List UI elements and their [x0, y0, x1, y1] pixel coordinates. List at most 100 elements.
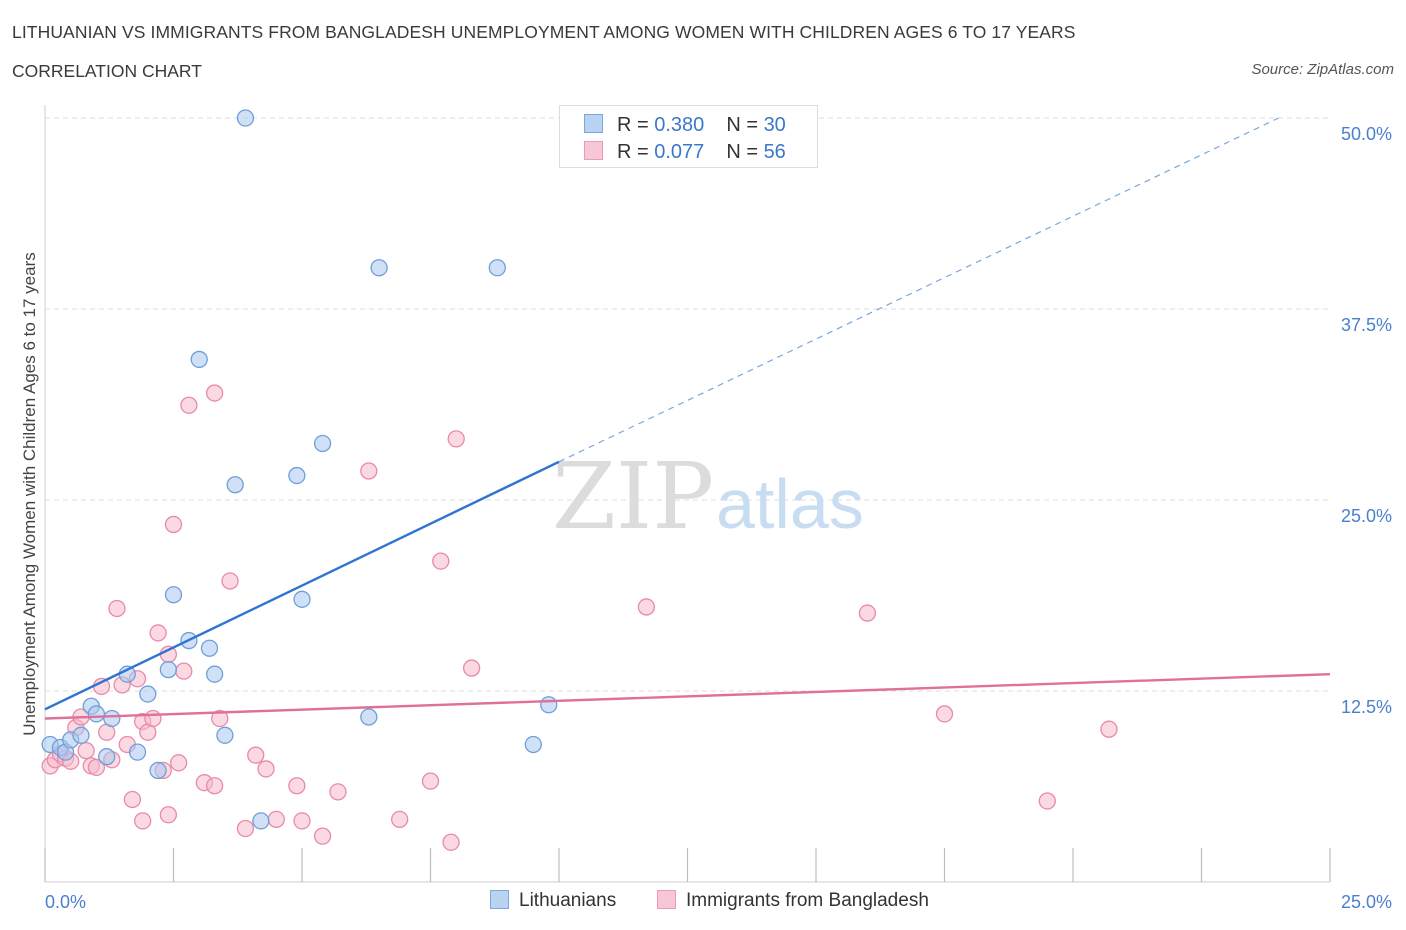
lithuanians-trend-line — [44, 460, 560, 711]
lithuanians-point — [252, 812, 270, 830]
bangladesh-point — [149, 624, 167, 642]
bangladesh-point — [858, 604, 877, 622]
watermark-zip: ZIP — [552, 443, 714, 550]
legend-label-lithuanians: Lithuanians — [519, 890, 617, 911]
bangladesh-point — [205, 384, 224, 402]
n-value: 30 — [763, 114, 786, 136]
x-tick-label: 0.0% — [45, 892, 86, 912]
lithuanians-trend-extension — [558, 117, 1279, 463]
lithuanians-point — [98, 748, 116, 766]
r-label: R = — [617, 141, 655, 163]
grid-lines — [45, 117, 1330, 692]
lithuanians-swatch — [584, 114, 603, 133]
n-value: 56 — [763, 141, 786, 163]
x-tick-label: 25.0% — [1341, 892, 1392, 912]
bangladesh-point — [288, 777, 306, 795]
bangladesh-point — [267, 810, 285, 829]
stats-row-bangladesh: R = 0.077 N = 56 — [584, 141, 786, 164]
lithuanians-point — [288, 466, 306, 485]
n-label: N = — [726, 114, 764, 136]
watermark-atlas: atlas — [716, 465, 864, 543]
lithuanians-point — [200, 639, 219, 657]
lithuanians-point — [87, 705, 106, 723]
bangladesh-point — [360, 462, 378, 480]
y-tick-label: 25.0% — [1341, 506, 1392, 526]
bangladesh-point — [421, 772, 440, 790]
tick-labels: 12.5% 25.0% 37.5% 50.0% 0.0% 25.0% — [45, 124, 1392, 912]
y-tick-label: 50.0% — [1341, 124, 1392, 144]
bangladesh-point — [236, 819, 255, 838]
y-tick-label: 12.5% — [1341, 697, 1392, 717]
bangladesh-point — [159, 806, 178, 824]
lithuanians-point — [190, 350, 208, 369]
bangladesh-point — [164, 515, 183, 534]
bangladesh-swatch — [584, 141, 603, 160]
chart-title: LITHUANIAN VS IMMIGRANTS FROM BANGLADESH… — [12, 22, 1076, 42]
bangladesh-point — [329, 783, 347, 801]
lithuanians-point — [164, 586, 183, 604]
lithuanians-point — [524, 735, 542, 754]
bangladesh-point — [175, 662, 193, 680]
bangladesh-trend-line — [44, 672, 1331, 720]
lithuanians-point — [149, 761, 167, 780]
lithuanians-point — [226, 476, 244, 494]
lithuanians-point — [540, 696, 558, 714]
y-tick-label: 37.5% — [1341, 315, 1392, 335]
trend-lines — [44, 117, 1331, 720]
bangladesh-point — [221, 572, 239, 590]
bangladesh-point — [462, 659, 481, 677]
lithuanians-point — [370, 259, 388, 277]
legend-label-bangladesh: Immigrants from Bangladesh — [686, 890, 929, 911]
lithuanians-point — [360, 708, 378, 726]
chart-subtitle: CORRELATION CHART — [12, 61, 202, 81]
bangladesh-point — [391, 810, 409, 829]
data-points — [41, 109, 1118, 851]
lithuanians-point — [216, 726, 234, 744]
stats-legend: R = 0.380 N = 30 R = 0.077 N = 56 — [559, 105, 818, 168]
lithuanians-point — [236, 109, 255, 127]
bangladesh-point — [257, 760, 275, 778]
n-label: N = — [726, 141, 764, 163]
legend-item-bangladesh[interactable]: Immigrants from Bangladesh — [657, 890, 929, 912]
bangladesh-point — [169, 754, 188, 772]
bangladesh-point — [1038, 792, 1056, 810]
r-label: R = — [617, 114, 655, 136]
source-credit: Source: ZipAtlas.com — [1251, 61, 1394, 78]
lithuanians-point — [293, 590, 311, 608]
legend-swatch-lithuanians — [490, 890, 509, 909]
bangladesh-point — [87, 758, 106, 777]
y-axis-label: Unemployment Among Women with Children A… — [20, 252, 39, 736]
r-value: 0.077 — [654, 141, 705, 163]
bangladesh-point — [293, 812, 311, 830]
bangladesh-point — [442, 833, 460, 851]
watermark: ZIP atlas — [552, 443, 864, 550]
bangladesh-point — [77, 741, 95, 760]
bangladesh-point — [1100, 720, 1118, 738]
lithuanians-point — [313, 434, 332, 453]
legend-item-lithuanians[interactable]: Lithuanians — [490, 890, 616, 912]
axes — [44, 105, 1331, 883]
lithuanians-point — [103, 709, 121, 728]
bangladesh-point — [935, 705, 954, 723]
lithuanians-point — [128, 743, 147, 761]
bangladesh-point — [180, 396, 198, 414]
legend-swatch-bangladesh — [657, 890, 676, 909]
lithuanians-point — [159, 660, 178, 679]
bangladesh-point — [432, 552, 450, 570]
bangladesh-point — [108, 599, 126, 618]
lithuanians-point — [488, 259, 506, 277]
bangladesh-point — [211, 709, 229, 728]
bangladesh-point — [313, 827, 332, 845]
bangladesh-point — [637, 598, 656, 616]
bangladesh-point — [144, 709, 162, 728]
bangladesh-point — [205, 777, 224, 795]
series-legend: Lithuanians Immigrants from Bangladesh — [0, 888, 1406, 918]
lithuanians-point — [205, 665, 224, 683]
bangladesh-point — [247, 746, 265, 764]
stats-row-lithuanians: R = 0.380 N = 30 — [584, 114, 786, 137]
lithuanians-point — [72, 726, 90, 744]
bangladesh-point — [134, 812, 152, 830]
bangladesh-point — [123, 790, 142, 809]
